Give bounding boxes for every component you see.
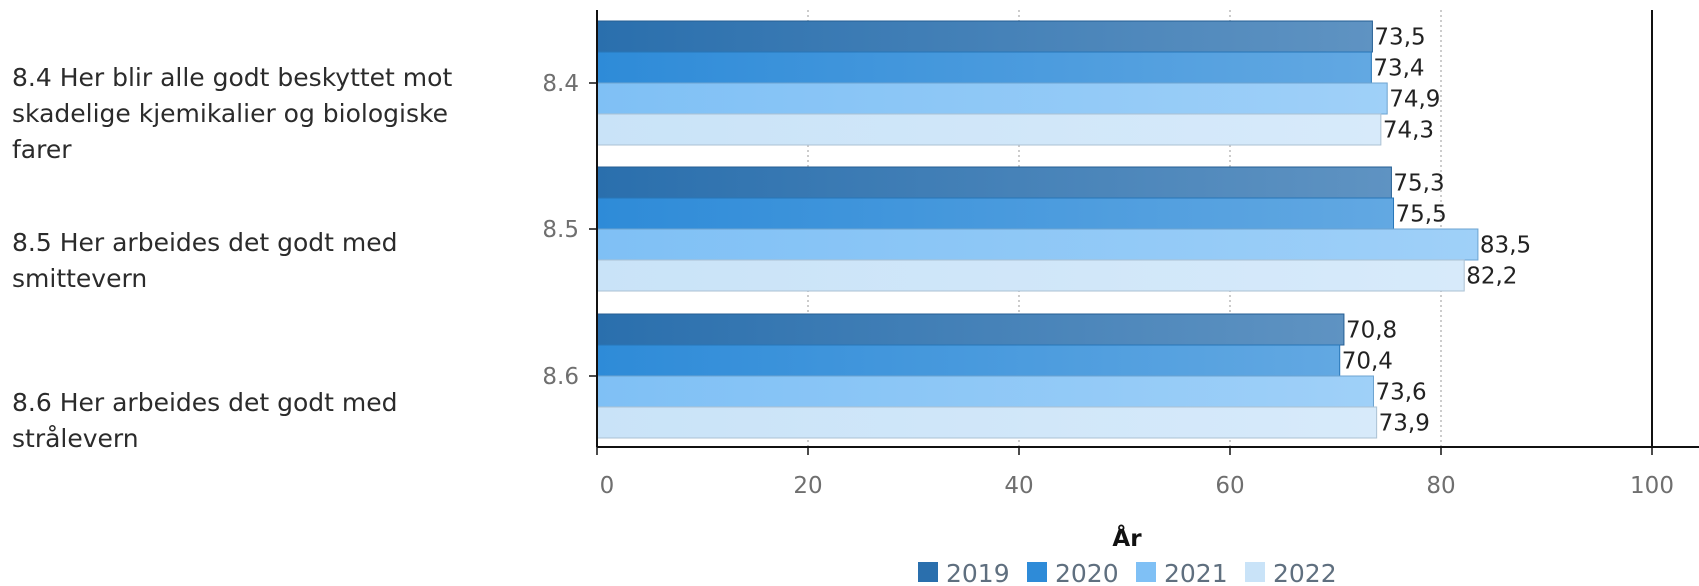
legend-swatch-2022 [1245,562,1265,582]
legend-label-2019: 2019 [946,559,1010,586]
row-description-2: 8.6 Her arbeides det godt med strålevern [12,388,398,453]
value-label-8.4-2021: 74,9 [1389,87,1440,113]
x-tick-label-0: 0 [600,473,615,499]
bar-8.6-2020 [596,344,1341,377]
legend-swatch-2021 [1136,562,1156,582]
legend-label-2021: 2021 [1164,559,1228,586]
value-label-8.4-2019: 73,5 [1374,25,1425,51]
bar-8.5-2019 [596,166,1392,199]
bar-8.6-2021 [596,375,1374,408]
x-tick-label-100: 100 [1630,473,1674,499]
value-label-8.4-2022: 74,3 [1383,118,1434,144]
value-label-8.4-2020: 73,4 [1373,56,1424,82]
legend-label-2022: 2022 [1273,559,1337,586]
category-label-8.6: 8.6 [542,364,579,390]
legend-swatch-2019 [918,562,938,582]
bar-8.5-2020 [596,197,1395,230]
bar-8.6-2019 [596,313,1345,346]
bar-8.4-2022 [596,113,1382,146]
value-label-8.6-2022: 73,9 [1379,411,1430,437]
bar-8.4-2019 [596,20,1373,53]
legend-swatch-2020 [1027,562,1047,582]
x-tick-label-20: 20 [793,473,822,499]
bar-8.6-2022 [596,406,1378,439]
bar-8.5-2021 [596,228,1479,261]
bar-8.5-2022 [596,259,1465,292]
value-label-8.5-2019: 75,3 [1393,171,1444,197]
value-label-8.6-2021: 73,6 [1375,380,1426,406]
legend-title: År [1112,524,1142,552]
value-label-8.5-2020: 75,5 [1396,202,1447,228]
x-tick-label-40: 40 [1004,473,1033,499]
row-description-1: 8.5 Her arbeides det godt med smittevern [12,228,398,293]
row-description-0: 8.4 Her blir alle godt beskyttet mot ska… [12,63,453,164]
x-tick-label-60: 60 [1215,473,1244,499]
legend-label-2020: 2020 [1055,559,1119,586]
category-label-8.5: 8.5 [542,217,579,243]
bar-8.4-2021 [596,82,1388,115]
category-label-8.4: 8.4 [542,71,579,97]
value-label-8.5-2021: 83,5 [1480,233,1531,259]
value-label-8.6-2020: 70,4 [1342,349,1393,375]
value-label-8.6-2019: 70,8 [1346,318,1397,344]
x-tick-label-80: 80 [1426,473,1455,499]
value-label-8.5-2022: 82,2 [1466,264,1517,290]
bar-8.4-2020 [596,51,1372,84]
